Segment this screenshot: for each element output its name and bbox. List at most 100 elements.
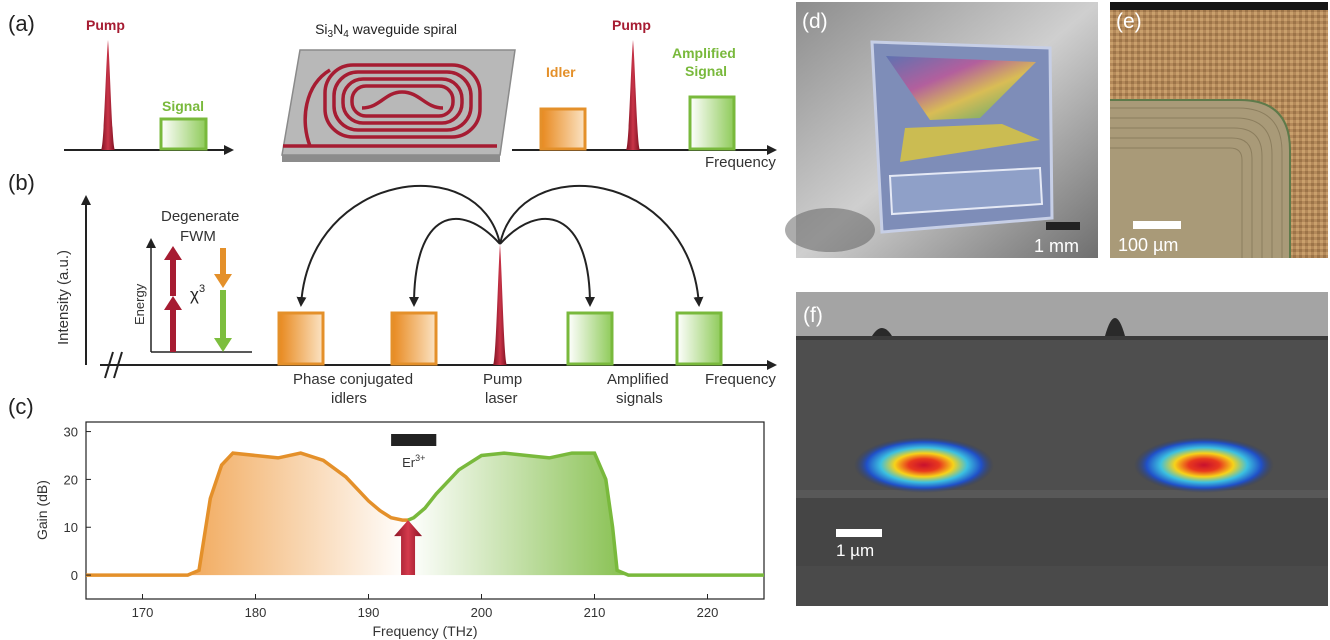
signal-gain-line [407, 451, 764, 577]
x-tick-label: 190 [358, 605, 380, 620]
chip-lower-window [888, 166, 1044, 216]
panel-label-c: (c) [8, 394, 34, 419]
panel-c: (c) 170 180 190 200 210 220 0 10 20 30 Er3+ Gain… [8, 394, 765, 639]
sem-top-layer [796, 292, 1328, 336]
x-tick-label: 170 [132, 605, 154, 620]
pump-laser-peak [493, 244, 507, 365]
panel-label-f: (f) [803, 304, 823, 327]
chi3-label: χ3 [190, 283, 205, 304]
sem-interface [796, 336, 1328, 340]
chip-middle-window [900, 124, 1040, 162]
y-tick-label: 20 [64, 472, 78, 487]
spiral-region [1110, 100, 1290, 258]
pump-laser-label-line2: laser [485, 390, 518, 407]
y-tick-label: 30 [64, 425, 78, 440]
signal-photon [214, 290, 232, 352]
idlers-label-line2: idlers [331, 390, 367, 407]
signals-label-line1: Amplified [607, 371, 669, 388]
sem-particle-right [1105, 318, 1125, 336]
spiral-title: Si3N4 waveguide spiral [315, 21, 457, 40]
optical-mode-left [854, 437, 994, 493]
gain-axis-label: Gain (dB) [34, 480, 50, 540]
input-pump-peak [101, 40, 115, 150]
idler-gain-line [86, 451, 409, 577]
micrograph-top-edge [1110, 2, 1328, 10]
sem-waveguide-layer [796, 490, 1328, 498]
pump-photon-upper [164, 246, 182, 296]
gain-chart: 170 180 190 200 210 220 0 10 20 30 Er3+ Gain (dB… [34, 421, 765, 639]
er-label: Er3+ [402, 453, 425, 470]
x-tick-label: 180 [245, 605, 267, 620]
waveguide-spiral: Si3N4 waveguide spiral [281, 21, 516, 162]
frequency-axis-label: Frequency (THz) [372, 623, 477, 639]
panel-label-b: (b) [8, 170, 35, 195]
scale-bar-e [1133, 221, 1181, 229]
panel-b: (b) Intensity (a.u.) Frequency Degenerat… [8, 170, 777, 407]
idler-box-1 [277, 311, 325, 366]
input-spectrum: Pump Signal [64, 17, 234, 155]
intensity-axis-label: Intensity (a.u.) [55, 250, 72, 345]
output-pump-peak [626, 40, 640, 150]
axis-break-1 [104, 351, 114, 379]
output-spectrum: Idler Pump Amplified Signal Frequency [512, 17, 777, 171]
fwm-label-line1: Degenerate [161, 208, 239, 225]
panel-e: 100 µm (e) [1110, 2, 1328, 258]
fwm-arrows [296, 185, 704, 307]
er-band [391, 434, 437, 446]
pump-arrow [394, 520, 423, 575]
signal-box-1 [566, 311, 614, 366]
scale-label-d: 1 mm [1034, 236, 1079, 256]
panel-a: (a) Pump Signal Si3N4 waveguide spiral [8, 11, 777, 171]
fwm-inset: Degenerate FWM Energy χ3 [132, 208, 252, 353]
chip-edge [282, 155, 500, 162]
amplified-signal-label-line2: Signal [685, 63, 727, 79]
sem-particle-left [872, 328, 892, 336]
idler-photon [214, 248, 232, 288]
idler-box-2 [390, 311, 438, 366]
output-frequency-label: Frequency [705, 154, 776, 171]
scale-label-e: 100 µm [1118, 235, 1178, 255]
input-pump-label: Pump [86, 17, 125, 33]
input-signal-box [159, 117, 208, 151]
axis-break-2 [113, 351, 123, 379]
spiral-boundary [1110, 99, 1291, 258]
output-amplified-signal-box [688, 95, 736, 151]
idler-gain-area [187, 453, 409, 576]
x-tick-label: 210 [584, 605, 606, 620]
fwm-label-line2: FWM [180, 228, 216, 245]
y-tick-label: 0 [71, 568, 78, 583]
amplified-signal-label-line1: Amplified [672, 45, 736, 61]
output-idler-box [539, 107, 587, 151]
panel-f: 1 µm (f) [796, 292, 1328, 606]
sem-bottom-layer [796, 566, 1328, 606]
x-tick-label: 220 [697, 605, 719, 620]
spiral-waveguide [283, 63, 497, 148]
scale-bar-d [1046, 222, 1080, 230]
optical-mode-right [1134, 437, 1274, 493]
output-pump-label: Pump [612, 17, 651, 33]
y-tick-label: 10 [64, 520, 78, 535]
scale-label-f: 1 µm [836, 541, 874, 560]
energy-label: Energy [132, 283, 147, 325]
pump-photon-lower [164, 296, 182, 352]
b-frequency-label: Frequency [705, 371, 776, 388]
y-ticks: 0 10 20 30 [64, 425, 91, 583]
signals-label-line2: signals [616, 390, 663, 407]
x-ticks: 170 180 190 200 210 220 [132, 594, 719, 620]
scale-bar-f [836, 529, 882, 537]
signal-box-2 [675, 311, 723, 366]
pump-laser-label-line1: Pump [483, 371, 522, 388]
panel-d: 1 mm (d) [785, 2, 1098, 258]
spiral-lines [1110, 107, 1283, 258]
input-signal-label: Signal [162, 98, 204, 114]
signal-gain-area [408, 453, 629, 576]
coin-relief [785, 208, 875, 252]
panel-label-d: (d) [802, 10, 828, 33]
panel-label-a: (a) [8, 11, 35, 36]
idlers-label-line1: Phase conjugated [293, 371, 413, 388]
panel-label-e: (e) [1116, 10, 1142, 33]
chip-upper-window [886, 56, 1036, 120]
output-idler-label: Idler [546, 64, 576, 80]
x-tick-label: 200 [471, 605, 493, 620]
